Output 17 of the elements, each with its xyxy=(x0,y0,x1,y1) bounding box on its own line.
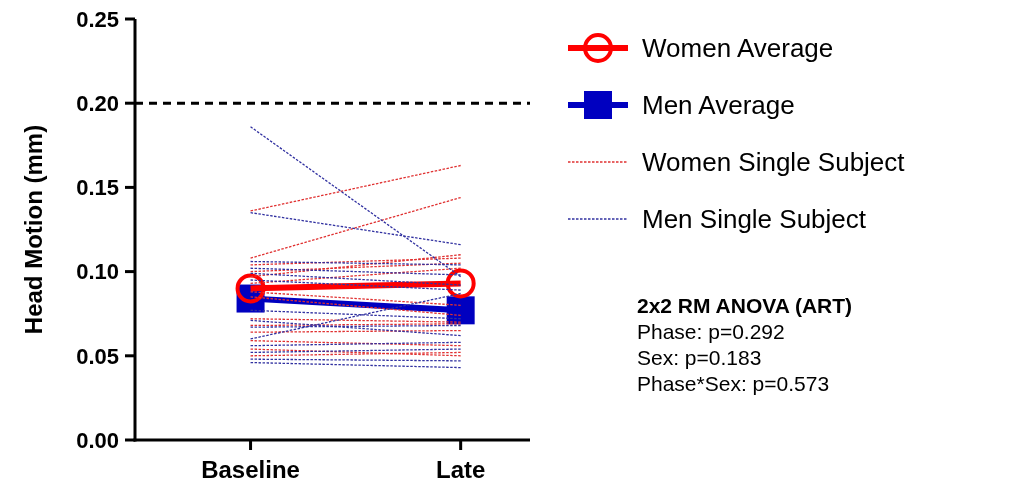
text: 2x2 RM ANOVA (ART) xyxy=(637,294,853,318)
x-tick-label: Late xyxy=(435,456,486,483)
legend-label: Men Average xyxy=(642,90,795,121)
legend-label: Women Average xyxy=(642,33,834,64)
y-tick-label: 0.10 xyxy=(76,259,119,285)
y-tick-label: 0.25 xyxy=(76,6,119,32)
text: Sex: p=0.183 xyxy=(637,346,762,370)
y-tick-label: 0.00 xyxy=(76,427,119,453)
y-tick-label: 0.05 xyxy=(76,343,119,369)
legend-label: Men Single Subject xyxy=(642,204,867,235)
x-tick-label: Baseline xyxy=(201,456,300,483)
text: Phase: p=0.292 xyxy=(637,320,785,344)
y-tick-label: 0.20 xyxy=(76,90,119,116)
text: Phase*Sex: p=0.573 xyxy=(637,372,830,396)
y-axis-title: Head Motion (mm) xyxy=(20,124,47,335)
y-tick-label: 0.15 xyxy=(76,175,119,201)
legend-label: Women Single Subject xyxy=(642,147,906,178)
